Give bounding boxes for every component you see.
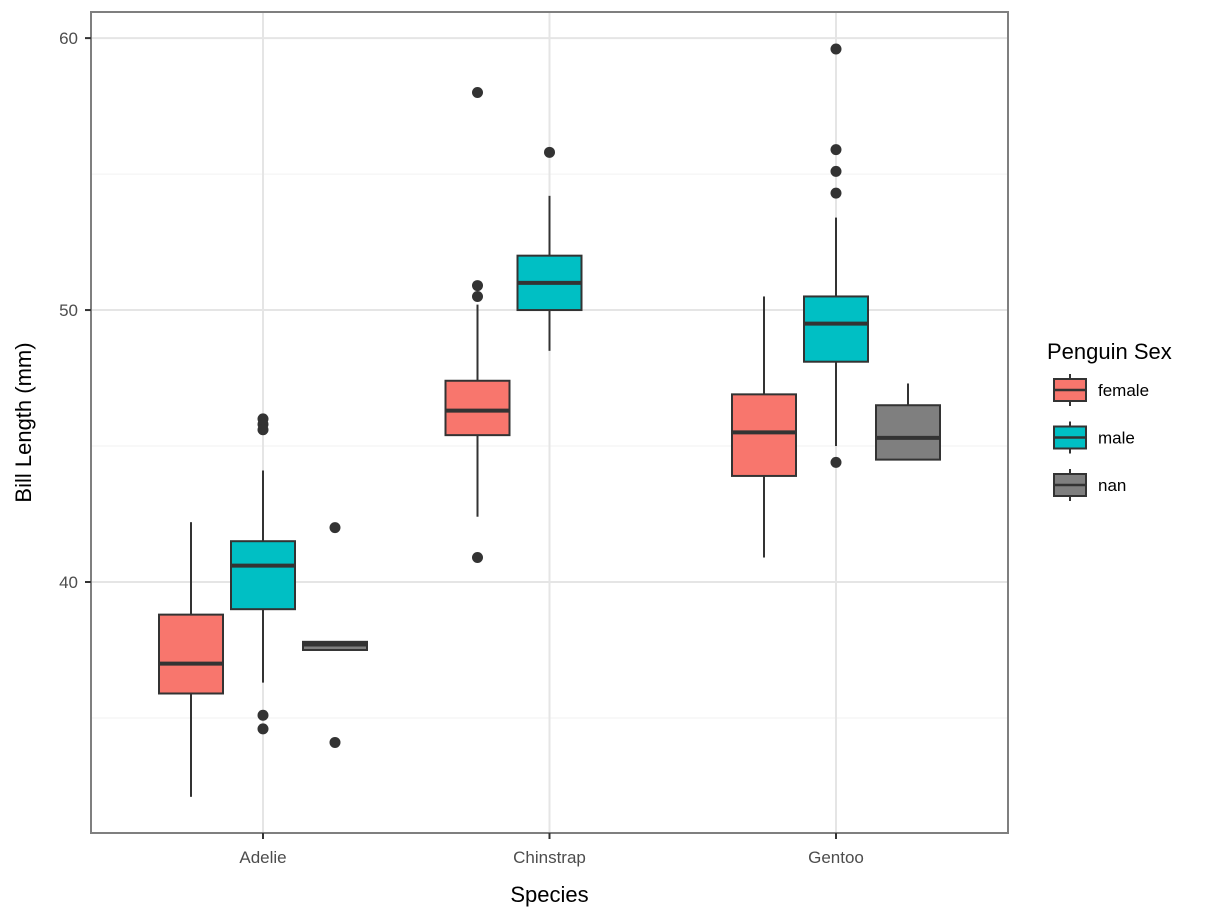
outlier-point (830, 144, 842, 156)
x-axis-title: Species (510, 882, 588, 907)
x-tick-label: Gentoo (808, 848, 864, 867)
legend-label: male (1098, 429, 1135, 448)
legend-item-female: female (1053, 374, 1149, 406)
outlier-point (830, 43, 842, 55)
box-nan-gentoo (875, 383, 941, 461)
box-male-gentoo (803, 43, 869, 468)
box-female-chinstrap (444, 86, 511, 564)
outlier-point (329, 522, 341, 534)
outlier-point (329, 736, 341, 748)
box-iqr (875, 404, 941, 461)
box-iqr (230, 540, 296, 611)
box-nan-adelie (302, 522, 368, 748)
outlier-point (472, 86, 483, 98)
boxes-layer (158, 43, 941, 797)
legend-item-nan: nan (1053, 469, 1126, 501)
outlier-point (830, 187, 842, 199)
box-female-adelie (158, 522, 224, 797)
legend-item-male: male (1053, 421, 1135, 454)
outlier-point (472, 280, 483, 292)
box-iqr (731, 393, 797, 477)
axes-layer: 40 50 60 Adelie Chinstrap Gentoo (59, 29, 864, 867)
outlier-point (257, 424, 269, 436)
outlier-point (544, 146, 555, 158)
box-iqr (158, 613, 224, 695)
outlier-point (830, 165, 842, 177)
legend: Penguin Sex female male nan (1047, 339, 1172, 501)
box-iqr (444, 379, 511, 437)
box-male-chinstrap (516, 146, 583, 351)
outlier-point (257, 709, 269, 721)
legend-label: nan (1098, 476, 1126, 495)
legend-label: female (1098, 381, 1149, 400)
y-tick-label: 40 (59, 573, 78, 592)
box-female-gentoo (731, 296, 797, 558)
y-tick-label: 60 (59, 29, 78, 48)
box-male-adelie (230, 413, 296, 735)
x-tick-label: Adelie (239, 848, 286, 867)
y-tick-label: 50 (59, 301, 78, 320)
outlier-point (830, 456, 842, 468)
outlier-point (472, 552, 483, 564)
outlier-point (257, 723, 269, 735)
y-axis-title: Bill Length (mm) (11, 342, 36, 502)
outlier-point (472, 290, 483, 302)
x-tick-label: Chinstrap (513, 848, 586, 867)
legend-title: Penguin Sex (1047, 339, 1172, 364)
box-iqr (803, 295, 869, 363)
